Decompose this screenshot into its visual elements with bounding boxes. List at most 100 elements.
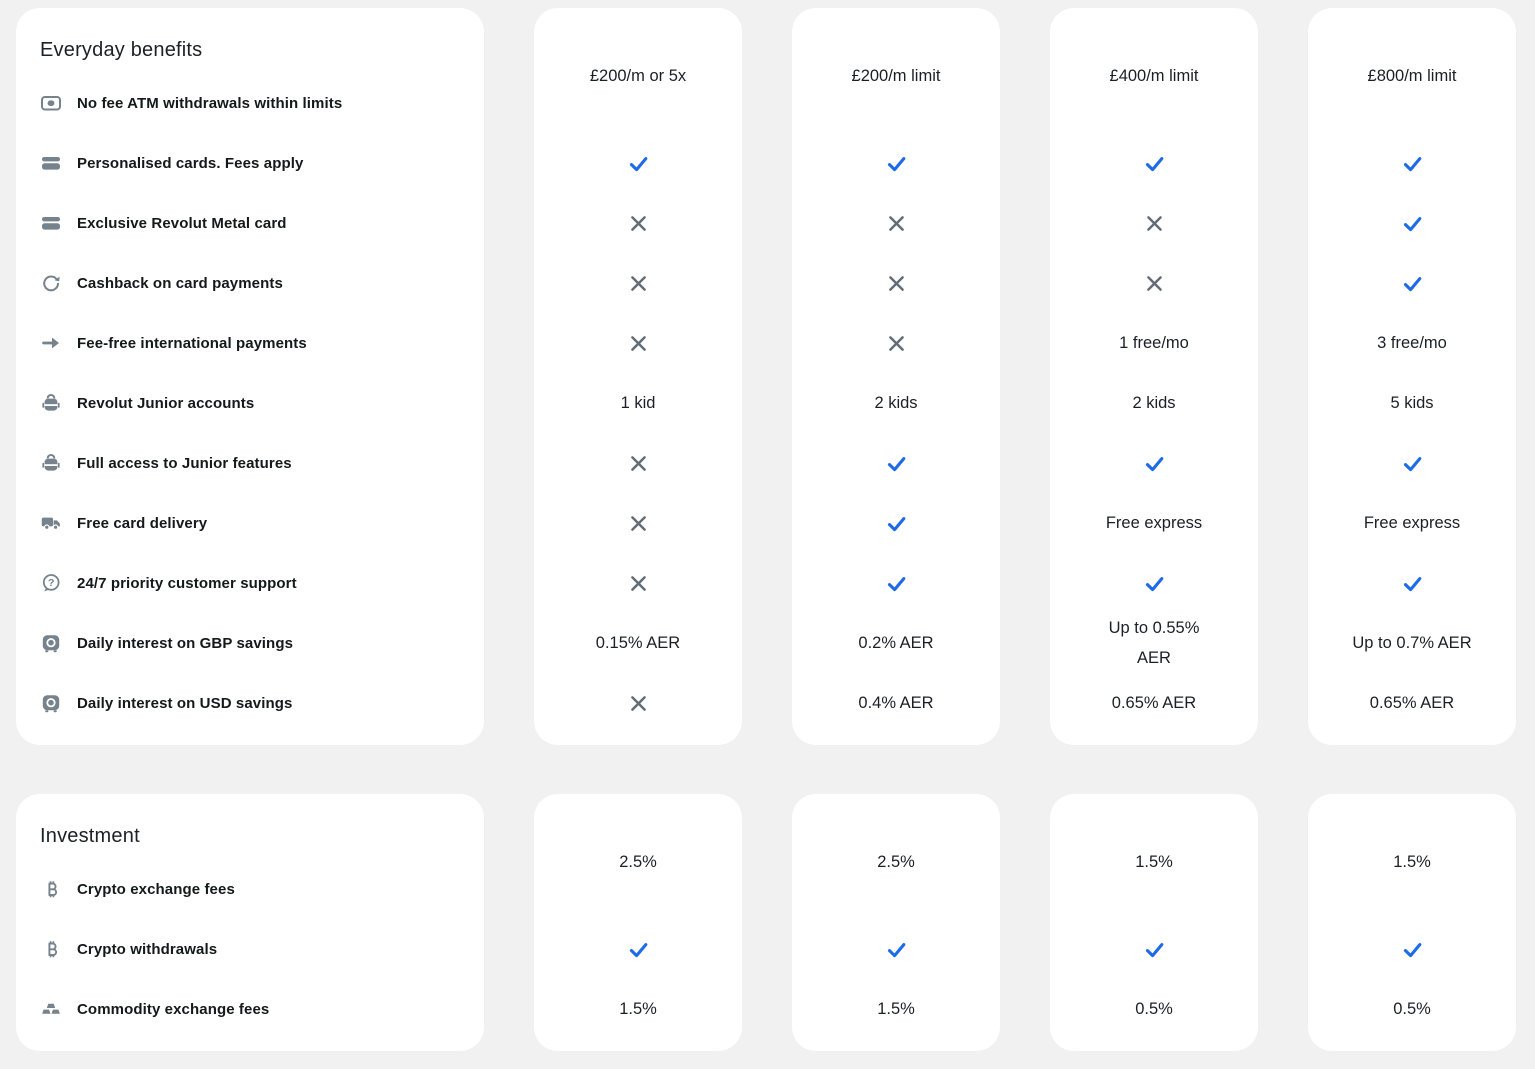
cross-icon [886, 333, 907, 354]
section-title: Investment [40, 825, 140, 847]
feature-label: Daily interest on GBP savings [77, 634, 294, 652]
check-icon [1401, 938, 1424, 961]
check-icon [627, 938, 650, 961]
feature-label: No fee ATM withdrawals within limits [77, 94, 343, 112]
plan-column-1: 2.5% 1.5% [534, 794, 742, 1051]
gold-icon [40, 998, 62, 1020]
plan-value-cell [554, 193, 722, 253]
cross-icon [628, 453, 649, 474]
check-icon [1401, 452, 1424, 475]
check-icon [1401, 272, 1424, 295]
bitcoin-icon [40, 938, 62, 960]
plan-value-cell [554, 919, 722, 979]
feature-label: Revolut Junior accounts [77, 394, 255, 412]
plan-column-2: £200/m limit 2 kids 0.2% AER 0.4% AER [792, 8, 1000, 745]
feature-row: Daily interest on USD savings [40, 673, 460, 733]
plan-value-cell: £200/m or 5x [589, 67, 687, 85]
svg-text:?: ? [48, 577, 54, 589]
plan-value-cell [812, 133, 980, 193]
plan-value-cell: 5 kids [1390, 394, 1434, 412]
plan-value-cell: Up to 0.55% AER [1108, 619, 1200, 667]
plan-value-cell: 0.2% AER [858, 634, 934, 652]
check-icon [1401, 212, 1424, 235]
check-icon [1401, 572, 1424, 595]
check-icon [885, 512, 908, 535]
check-icon [627, 152, 650, 175]
plan-value-cell [554, 493, 722, 553]
plan-value-cell: Up to 0.7% AER [1352, 634, 1472, 652]
plan-value-cell [554, 433, 722, 493]
plan-value-cell: 3 free/mo [1377, 334, 1447, 352]
plan-column-4: 1.5% 0.5% [1308, 794, 1516, 1051]
plan-value-cell [1328, 433, 1496, 493]
check-icon [885, 938, 908, 961]
check-icon [1143, 572, 1166, 595]
plan-value-cell [1328, 133, 1496, 193]
check-icon [885, 572, 908, 595]
plan-value-cell [1070, 253, 1238, 313]
plan-value-cell: 1.5% [1135, 853, 1173, 871]
feature-row: Exclusive Revolut Metal card [40, 193, 460, 253]
banknote-icon [40, 92, 62, 114]
check-icon [1143, 452, 1166, 475]
vault-icon [40, 692, 62, 714]
cross-icon [628, 273, 649, 294]
features-card: Everyday benefits No fee ATM withdrawals… [16, 8, 484, 745]
feature-row: ? 24/7 priority customer support [40, 553, 460, 613]
plan-value-cell [1070, 193, 1238, 253]
plan-value-cell: 2.5% [877, 853, 915, 871]
feature-label: Fee-free international payments [77, 334, 307, 352]
cross-icon [628, 573, 649, 594]
plan-value-cell: 1 free/mo [1119, 334, 1189, 352]
plan-value-cell: £200/m limit [851, 67, 941, 85]
cross-icon [628, 333, 649, 354]
plan-value-cell [554, 253, 722, 313]
plan-column-2: 2.5% 1.5% [792, 794, 1000, 1051]
plan-value-cell: 2 kids [874, 394, 918, 412]
check-icon [885, 452, 908, 475]
feature-list: Crypto exchange fees Crypto withdrawals Co… [40, 859, 460, 1039]
feature-row: Revolut Junior accounts [40, 373, 460, 433]
feature-row: Commodity exchange fees [40, 979, 460, 1039]
feature-list: No fee ATM withdrawals within limits Pers… [40, 73, 460, 733]
backpack-icon [40, 452, 62, 474]
arrow-right-icon [40, 332, 62, 354]
feature-label: 24/7 priority customer support [77, 574, 297, 592]
plan-value-cell [812, 919, 980, 979]
plan-value-cell [1328, 919, 1496, 979]
cross-icon [1144, 213, 1165, 234]
plan-value-cell: 1.5% [1393, 853, 1431, 871]
plan-value-cell: Free express [1105, 514, 1203, 532]
plan-value-cell: 1.5% [619, 1000, 657, 1018]
section-investment: Investment Crypto exchange fees Crypto wi… [16, 794, 1517, 1051]
features-card: Investment Crypto exchange fees Crypto wi… [16, 794, 484, 1051]
check-icon [885, 152, 908, 175]
plan-value-cell [1070, 919, 1238, 979]
plan-value-cell [812, 493, 980, 553]
plan-value-cell: 0.15% AER [595, 634, 681, 652]
plan-value-cell: 2.5% [619, 853, 657, 871]
plan-value-cell [554, 133, 722, 193]
backpack-icon [40, 392, 62, 414]
plan-value-cell: £800/m limit [1367, 67, 1457, 85]
section-title: Everyday benefits [40, 39, 203, 61]
plan-value-cell [812, 253, 980, 313]
plan-value-cell: 0.4% AER [858, 694, 934, 712]
plan-value-cell [812, 553, 980, 613]
feature-row: Fee-free international payments [40, 313, 460, 373]
plan-value-cell: Free express [1363, 514, 1461, 532]
plan-column-3: £400/m limit 1 free/mo 2 kids Free express U… [1050, 8, 1258, 745]
check-icon [1401, 152, 1424, 175]
section-everyday-benefits: Everyday benefits No fee ATM withdrawals… [16, 8, 1517, 745]
plan-value-cell: 1 kid [620, 394, 656, 412]
plan-value-cell [1070, 553, 1238, 613]
cross-icon [886, 213, 907, 234]
plan-value-cell [812, 433, 980, 493]
feature-label: Exclusive Revolut Metal card [77, 214, 287, 232]
truck-icon [40, 512, 62, 534]
check-icon [1143, 938, 1166, 961]
plan-value-cell [812, 313, 980, 373]
cross-icon [1144, 273, 1165, 294]
feature-label: Daily interest on USD savings [77, 694, 293, 712]
